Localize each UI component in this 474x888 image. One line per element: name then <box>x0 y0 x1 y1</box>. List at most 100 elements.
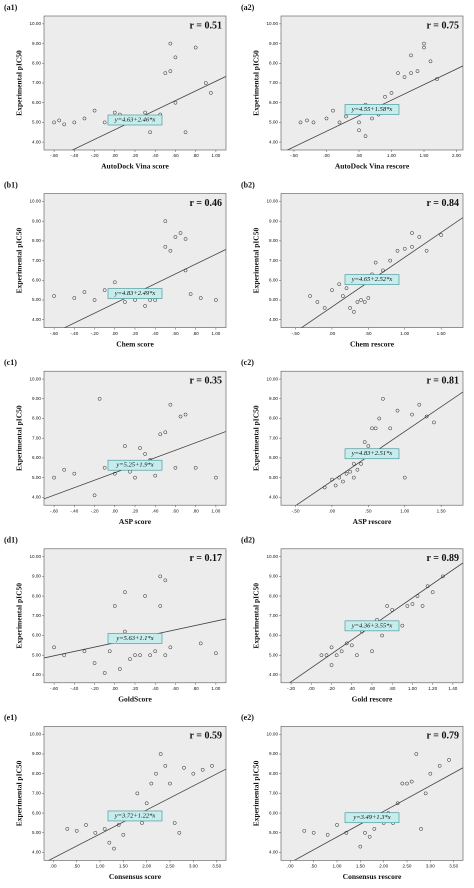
panel: 4.00 5.00 6.00 7.00 8.00 9.00 10.00 -.60 -.40 -.2… <box>4 3 227 171</box>
equation: y=4.83+2.49*x <box>114 290 156 297</box>
point <box>163 244 168 249</box>
point <box>432 420 436 425</box>
plot-area <box>43 193 227 328</box>
point <box>153 649 158 654</box>
x-tick-label: 1.50 <box>420 153 429 158</box>
point <box>410 602 415 606</box>
point <box>128 657 132 662</box>
x-tick-label: 1.00 <box>400 331 409 336</box>
point <box>143 304 147 308</box>
x-tick-label: -.40 <box>70 331 78 336</box>
y-axis-label: Experimental pIC50 <box>252 760 261 826</box>
plot-area <box>43 370 227 506</box>
point <box>158 432 163 437</box>
y-tick-label: 10.00 <box>30 199 42 204</box>
equation-box <box>344 274 400 285</box>
x-tick-label: 2.50 <box>166 864 175 869</box>
point <box>435 77 439 81</box>
panel-label: (b2) <box>241 180 255 189</box>
point <box>112 471 117 476</box>
x-tick-label: .00 <box>112 508 119 513</box>
y-tick-label: 10.00 <box>30 376 42 381</box>
point <box>402 246 407 251</box>
x-tick-label: .00 <box>287 864 294 869</box>
point <box>112 110 117 115</box>
point <box>82 649 87 654</box>
x-tick-label: 3.00 <box>426 864 435 869</box>
point <box>367 834 372 839</box>
point <box>357 128 361 133</box>
x-axis-label: Gold rescore <box>352 695 393 704</box>
point <box>173 100 178 105</box>
y-tick-label: 10.00 <box>267 732 279 737</box>
point <box>383 94 387 99</box>
y-tick-label: 4.00 <box>269 672 278 677</box>
point <box>191 771 196 776</box>
panel-label: (e1) <box>4 713 17 722</box>
x-tick-label: .60 <box>172 153 179 158</box>
point <box>380 633 384 638</box>
y-tick-label: 6.00 <box>32 455 41 460</box>
panel-label: (c1) <box>4 358 17 367</box>
y-tick-label: 5.00 <box>269 830 278 835</box>
y-tick-label: 5.00 <box>269 120 278 125</box>
point <box>97 396 102 401</box>
point <box>415 594 420 598</box>
x-tick-label: .60 <box>172 508 179 513</box>
x-tick-label: 1.50 <box>119 864 128 869</box>
point <box>143 452 147 456</box>
x-tick-label: .80 <box>192 686 199 691</box>
x-tick-label: .40 <box>349 686 356 691</box>
y-tick-label: 7.00 <box>269 791 278 796</box>
point <box>198 296 203 300</box>
panel: 4.00 5.00 6.00 7.00 8.00 9.00 10.00 -.50 .00 .50 1… <box>241 3 464 171</box>
y-tick-label: 5.00 <box>269 297 278 302</box>
x-tick-label: -.40 <box>70 508 78 513</box>
y-tick-label: 8.00 <box>32 61 41 66</box>
r-label: r = 0.46 <box>190 198 222 209</box>
y-tick-label: 9.00 <box>32 751 41 756</box>
point <box>381 396 385 401</box>
y-tick-label: 9.00 <box>32 41 41 46</box>
point <box>144 801 149 806</box>
point <box>355 300 360 304</box>
point <box>52 120 56 125</box>
plot-area <box>280 193 464 328</box>
point <box>198 641 203 646</box>
point <box>168 402 173 407</box>
y-tick-label: 8.00 <box>269 771 278 776</box>
point <box>214 475 218 480</box>
point <box>422 45 426 50</box>
panel-label: (a1) <box>4 3 18 12</box>
point <box>363 830 367 835</box>
point <box>123 300 127 304</box>
point <box>92 108 97 113</box>
point <box>148 130 153 135</box>
y-tick-label: 5.00 <box>32 475 41 480</box>
point <box>335 823 339 827</box>
y-tick-label: 9.00 <box>269 396 278 401</box>
y-tick-label: 8.00 <box>269 593 278 598</box>
x-tick-label: 1.00 <box>400 508 409 513</box>
y-tick-label: 9.00 <box>269 41 278 46</box>
y-tick-label: 4.00 <box>32 672 41 677</box>
x-tick-label: 1.50 <box>437 508 446 513</box>
point <box>112 280 117 285</box>
x-tick-label: 1.00 <box>96 864 105 869</box>
x-tick-label: .00 <box>50 864 57 869</box>
y-tick-label: 8.00 <box>32 593 41 598</box>
point <box>351 461 356 466</box>
point <box>57 118 62 123</box>
point <box>107 840 112 845</box>
x-tick-label: -.50 <box>290 153 298 158</box>
x-tick-label: .50 <box>365 508 372 513</box>
x-tick-label: .60 <box>172 686 179 691</box>
y-tick-label: 10.00 <box>267 21 279 26</box>
point <box>62 653 67 658</box>
point <box>362 300 367 304</box>
point <box>308 294 312 298</box>
equation-box <box>344 104 400 115</box>
point <box>377 416 382 421</box>
y-tick-label: 6.00 <box>269 455 278 460</box>
point <box>183 130 188 135</box>
